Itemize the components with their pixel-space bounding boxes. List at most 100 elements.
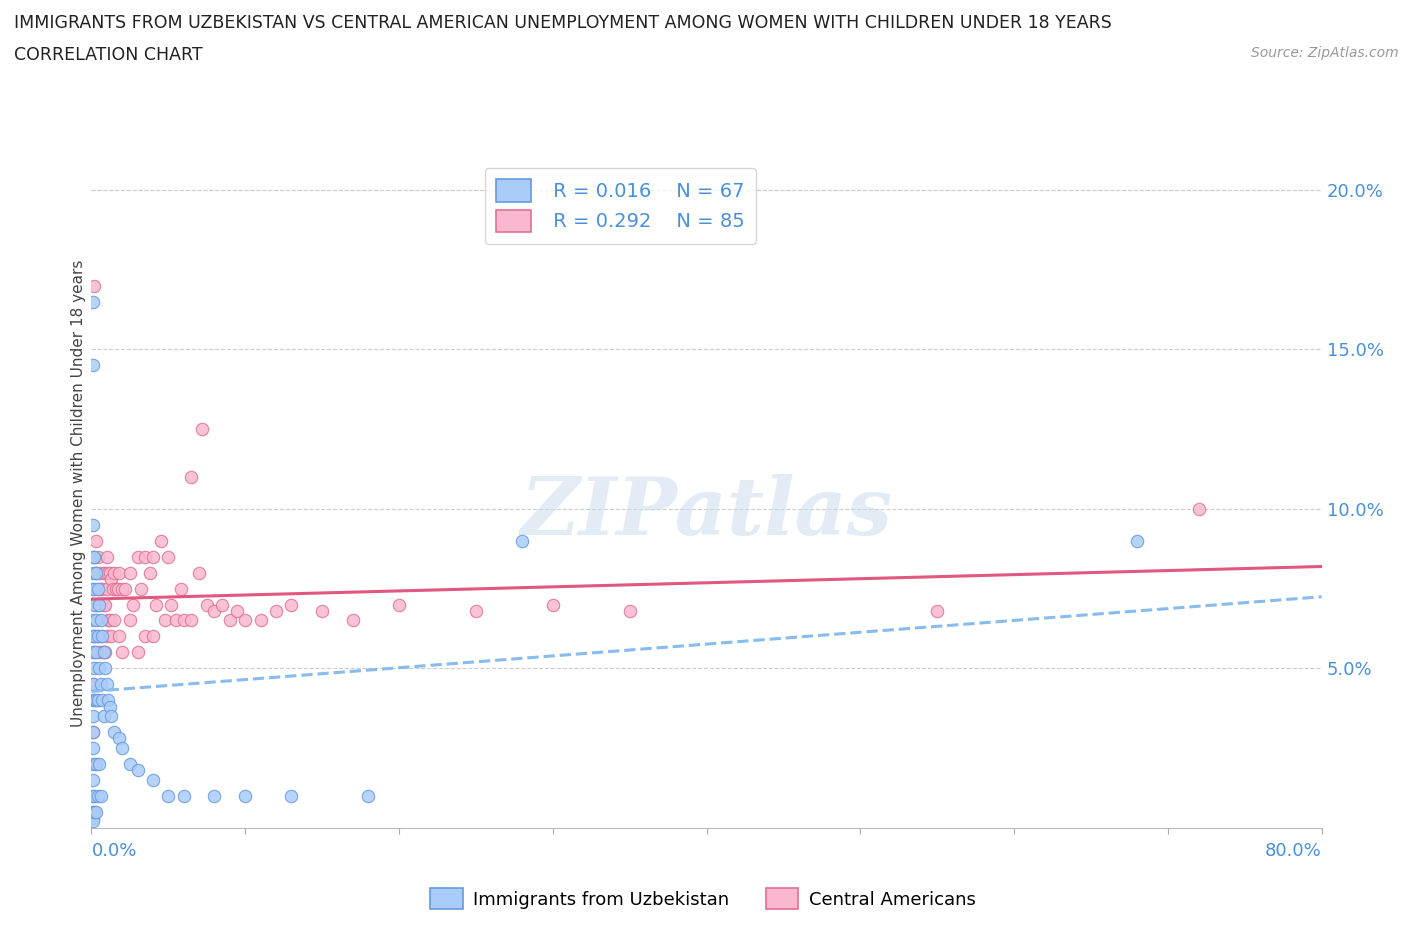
Point <box>388 597 411 612</box>
Point <box>84 613 107 628</box>
Point <box>82 581 104 596</box>
Point <box>101 581 124 596</box>
Point <box>90 677 112 692</box>
Point <box>218 613 240 628</box>
Point <box>82 724 104 739</box>
Point <box>165 613 187 628</box>
Point <box>118 565 141 580</box>
Point <box>82 693 104 708</box>
Point <box>142 629 165 644</box>
Text: 0.0%: 0.0% <box>91 842 136 859</box>
Point <box>157 789 180 804</box>
Point <box>82 724 104 739</box>
Point <box>91 581 114 596</box>
Point <box>118 756 141 771</box>
Point <box>86 629 108 644</box>
Point <box>202 604 225 618</box>
Text: ZIPatlas: ZIPatlas <box>520 474 893 551</box>
Point <box>142 550 165 565</box>
Point <box>188 565 211 580</box>
Point <box>100 629 122 644</box>
Point <box>87 597 110 612</box>
Point <box>927 604 949 618</box>
Point <box>84 644 107 659</box>
Point <box>464 604 486 618</box>
Point <box>83 278 105 293</box>
Point <box>195 597 218 612</box>
Point <box>96 581 118 596</box>
Point <box>96 677 118 692</box>
Point <box>83 661 105 676</box>
Point <box>127 550 149 565</box>
Point <box>86 581 108 596</box>
Point <box>97 565 120 580</box>
Point <box>83 789 105 804</box>
Point <box>1126 533 1149 548</box>
Point <box>169 581 191 596</box>
Point <box>82 677 104 692</box>
Point <box>122 597 145 612</box>
Point <box>103 613 125 628</box>
Point <box>91 629 114 644</box>
Point <box>342 613 364 628</box>
Point <box>96 629 118 644</box>
Point <box>94 597 117 612</box>
Point <box>84 693 107 708</box>
Point <box>87 661 110 676</box>
Point <box>127 644 149 659</box>
Point <box>145 597 167 612</box>
Point <box>84 804 107 819</box>
Point <box>202 789 225 804</box>
Point <box>86 629 108 644</box>
Point <box>180 470 202 485</box>
Point <box>105 581 127 596</box>
Point <box>84 629 107 644</box>
Point <box>93 565 115 580</box>
Y-axis label: Unemployment Among Women with Children Under 18 years: Unemployment Among Women with Children U… <box>70 259 86 726</box>
Point <box>83 804 105 819</box>
Point <box>233 789 256 804</box>
Point <box>103 565 125 580</box>
Point <box>86 789 108 804</box>
Point <box>82 804 104 819</box>
Point <box>83 550 105 565</box>
Point <box>97 613 120 628</box>
Point <box>93 644 115 659</box>
Text: 80.0%: 80.0% <box>1265 842 1322 859</box>
Point <box>87 597 110 612</box>
Point <box>82 773 104 788</box>
Point <box>108 629 131 644</box>
Point <box>82 294 104 309</box>
Point <box>84 597 107 612</box>
Point <box>541 597 564 612</box>
Point <box>82 756 104 771</box>
Point <box>94 644 117 659</box>
Point <box>82 677 104 692</box>
Point <box>1187 501 1209 516</box>
Point <box>82 644 104 659</box>
Point <box>233 613 256 628</box>
Point <box>83 581 105 596</box>
Point <box>82 629 104 644</box>
Point <box>82 811 104 826</box>
Point <box>280 597 302 612</box>
Point <box>82 740 104 755</box>
Point <box>93 597 115 612</box>
Point <box>90 581 112 596</box>
Point <box>87 565 110 580</box>
Text: CORRELATION CHART: CORRELATION CHART <box>14 46 202 64</box>
Point <box>107 581 129 596</box>
Point <box>98 565 121 580</box>
Point <box>111 644 134 659</box>
Point <box>86 550 108 565</box>
Point <box>180 613 202 628</box>
Point <box>82 709 104 724</box>
Point <box>93 644 115 659</box>
Point <box>100 572 122 587</box>
Point <box>90 789 112 804</box>
Point <box>90 613 112 628</box>
Point <box>142 773 165 788</box>
Point <box>84 565 107 580</box>
Point <box>311 604 333 618</box>
Point <box>127 763 149 777</box>
